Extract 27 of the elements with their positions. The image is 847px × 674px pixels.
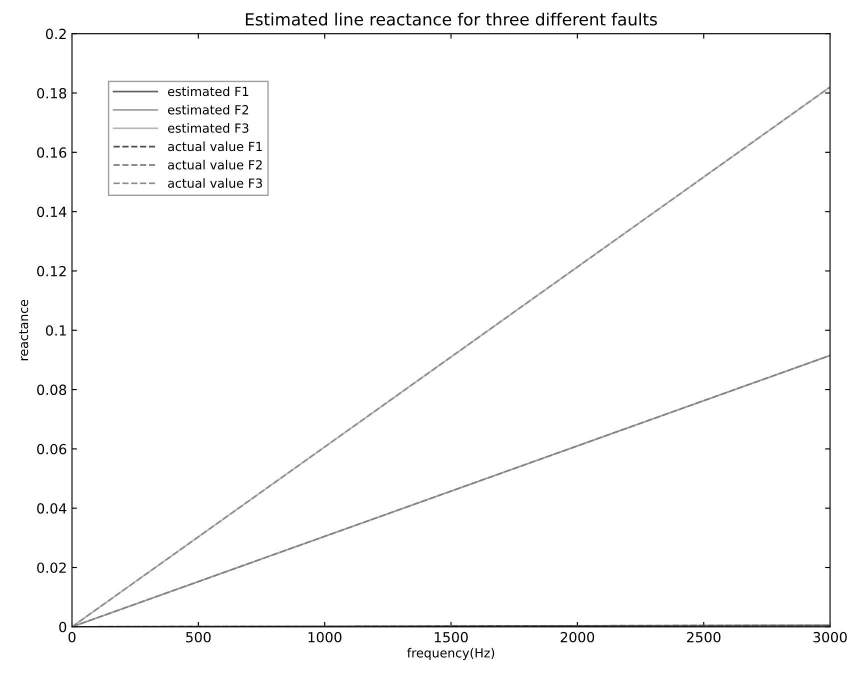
- y-tick-label: 0.1: [46, 325, 66, 336]
- y-tick-label: 0.12: [37, 266, 66, 276]
- x-tick-label: 500: [186, 632, 211, 642]
- x-axis-title: frequency(Hz): [407, 648, 494, 660]
- y-tick-label: 0.16: [37, 147, 66, 158]
- legend-label: estimated F2: [168, 104, 248, 114]
- x-tick-label: 2000: [560, 632, 594, 642]
- y-axis-title: reactance: [19, 300, 28, 360]
- y-tick-label: 0.06: [37, 444, 66, 454]
- x-tick-label: 2500: [687, 632, 720, 642]
- legend-label: actual value F1: [168, 142, 262, 152]
- legend-label: actual value F3: [168, 178, 262, 188]
- x-tick-label: 1000: [308, 632, 342, 642]
- y-tick-label: 0.14: [37, 206, 66, 218]
- chart-title: Estimated line reactance for three different faults: [246, 12, 657, 26]
- y-tick-label: 0: [59, 622, 66, 632]
- legend-label: estimated F1: [168, 86, 248, 96]
- legend-label: actual value F2: [168, 160, 262, 170]
- y-tick-label: 0.08: [37, 384, 66, 396]
- y-tick-label: 0.02: [37, 562, 66, 573]
- y-tick-label: 0.18: [37, 88, 66, 98]
- y-tick-label: 0.2: [46, 28, 66, 40]
- x-tick-label: 1500: [434, 632, 468, 642]
- legend-label: estimated F3: [168, 123, 248, 133]
- x-tick-label: 0: [68, 632, 76, 642]
- x-tick-label: 3000: [813, 632, 847, 642]
- y-tick-label: 0.04: [37, 503, 66, 514]
